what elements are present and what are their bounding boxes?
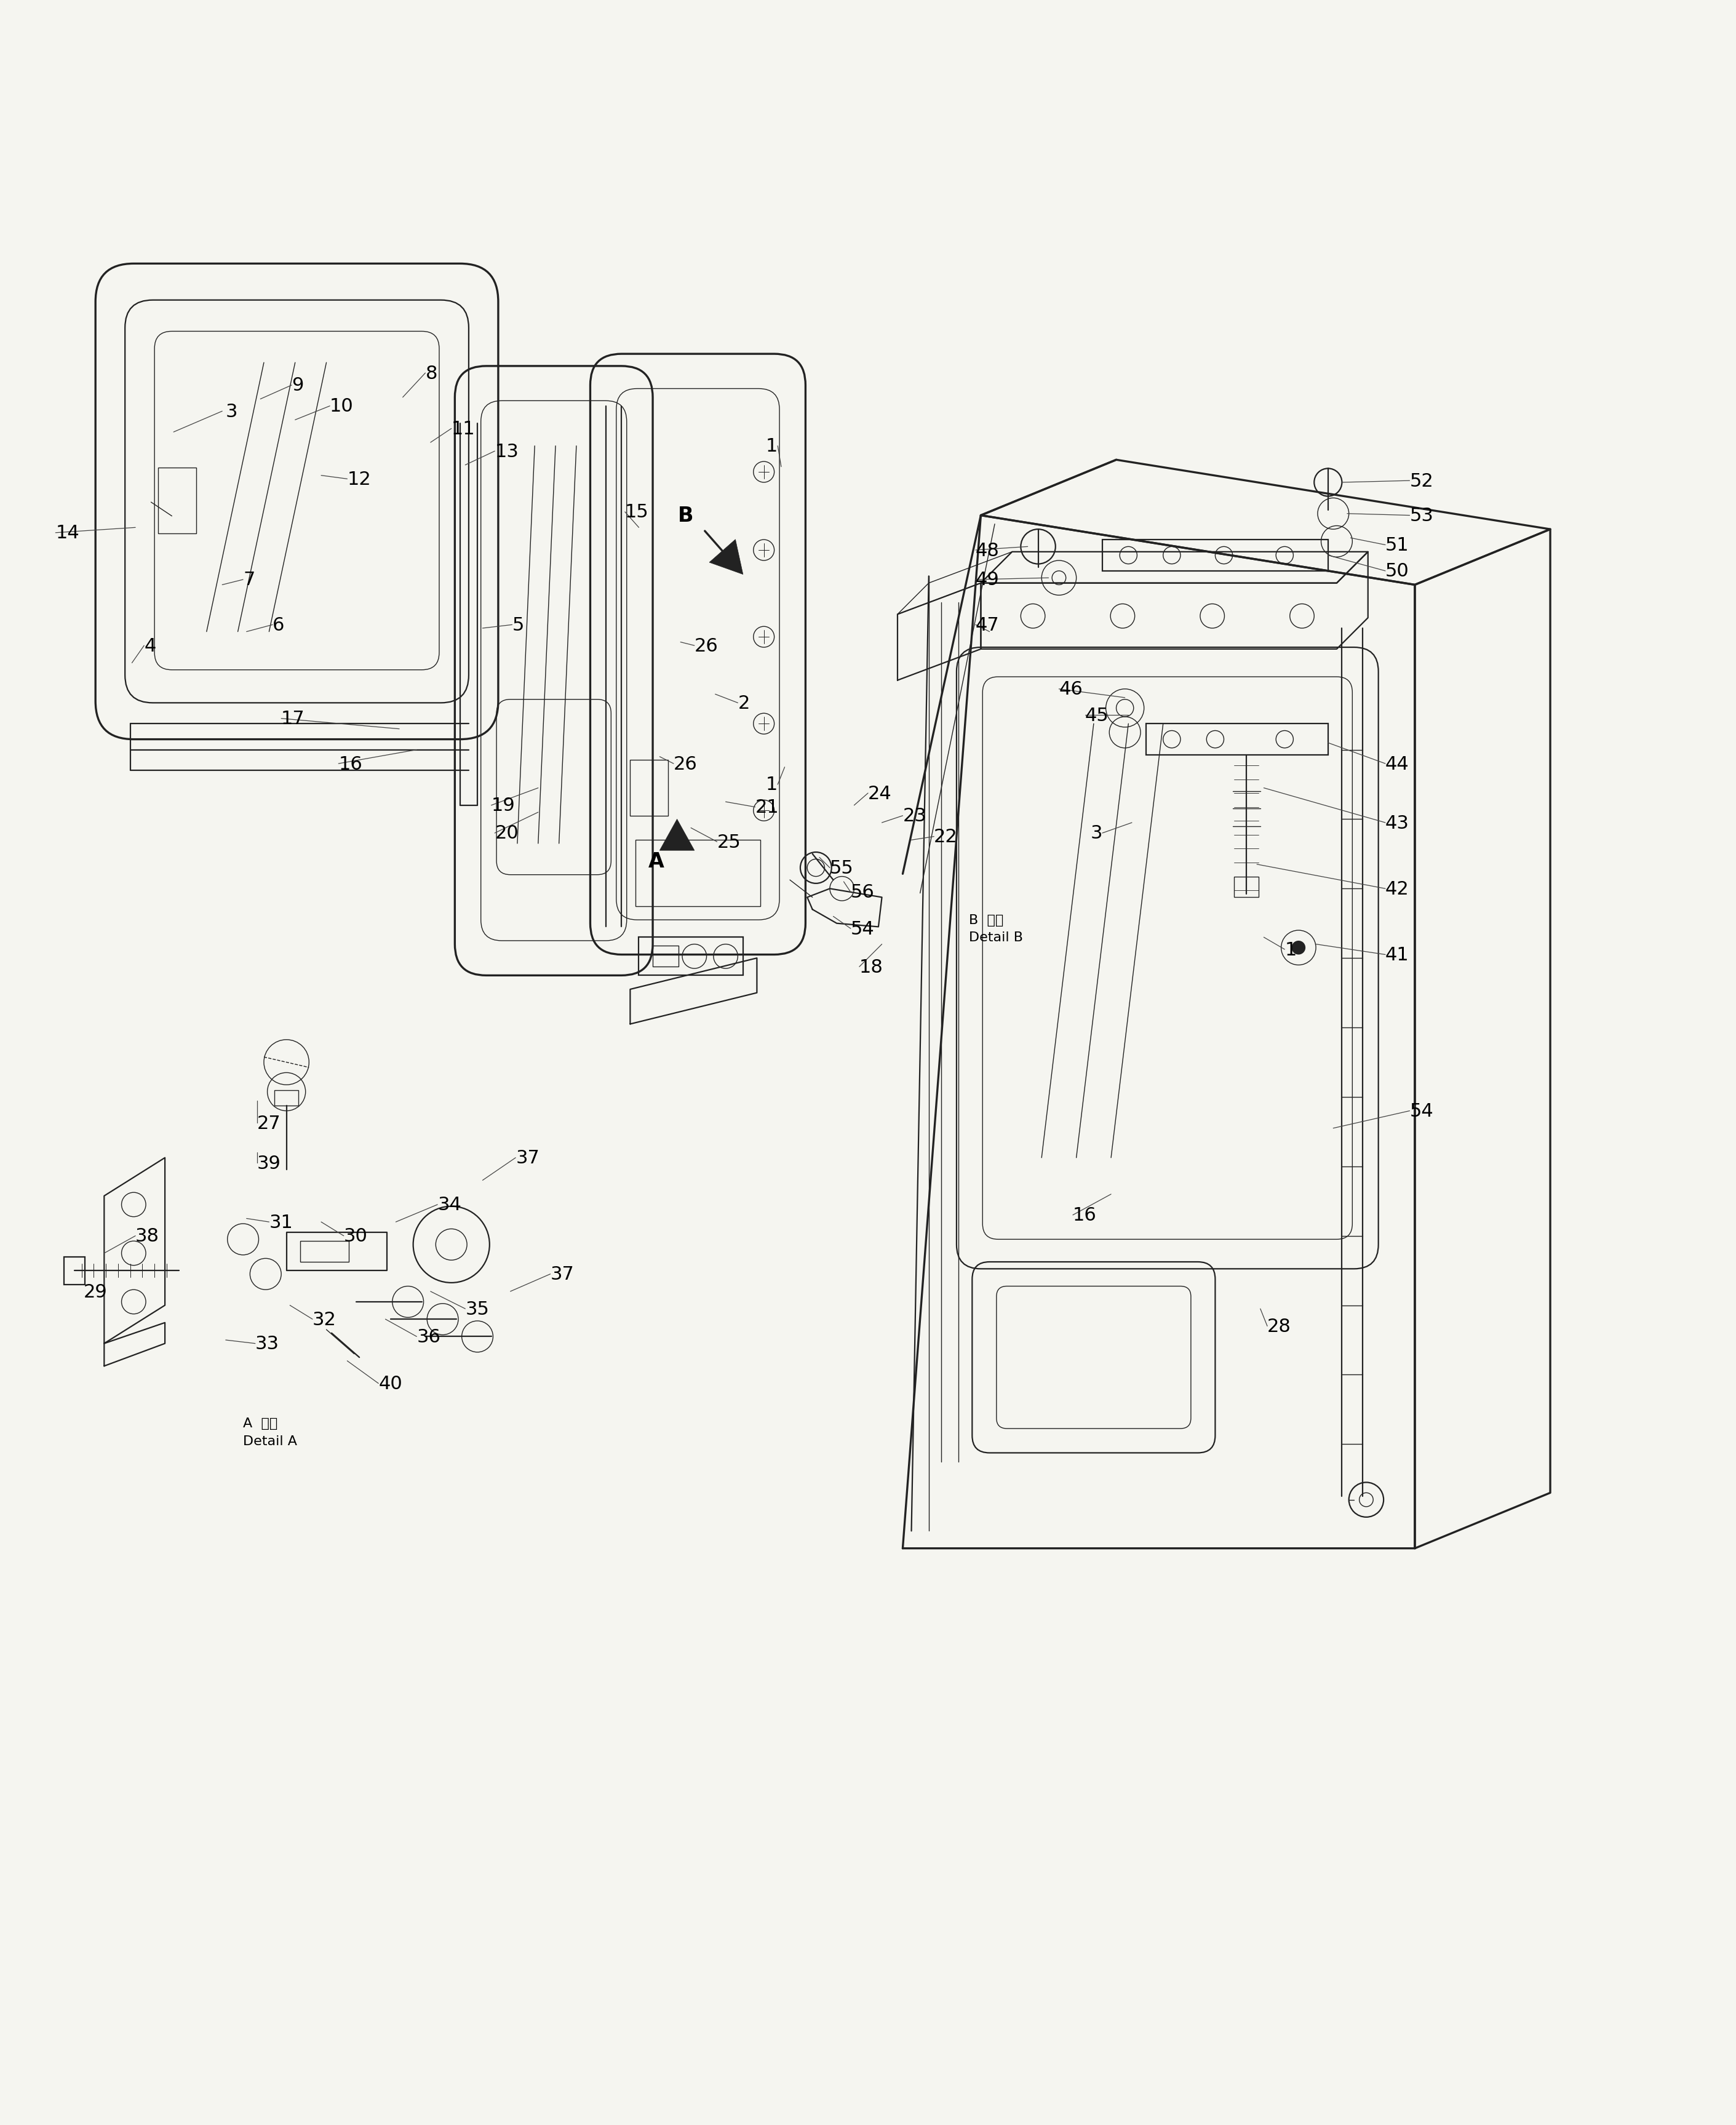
Circle shape — [1292, 941, 1305, 954]
Text: 56: 56 — [851, 884, 875, 901]
Text: 38: 38 — [135, 1226, 160, 1245]
Text: 33: 33 — [255, 1334, 279, 1354]
Text: 8: 8 — [425, 365, 437, 382]
Text: 28: 28 — [1267, 1318, 1292, 1334]
Text: 46: 46 — [1059, 680, 1083, 699]
Text: 3: 3 — [226, 404, 238, 421]
Text: 53: 53 — [1410, 508, 1434, 525]
Text: 3: 3 — [1090, 824, 1102, 842]
Bar — [1102, 540, 1328, 572]
Text: B  詳細: B 詳細 — [969, 914, 1003, 926]
Text: 14: 14 — [56, 525, 80, 542]
Bar — [639, 937, 743, 975]
Text: 51: 51 — [1385, 536, 1410, 555]
Text: 19: 19 — [491, 797, 516, 814]
Bar — [274, 1090, 299, 1105]
Text: 54: 54 — [1410, 1103, 1434, 1120]
Bar — [630, 761, 668, 816]
Text: 25: 25 — [717, 833, 741, 850]
Text: 24: 24 — [868, 784, 892, 803]
Text: 21: 21 — [755, 799, 779, 816]
Text: 12: 12 — [347, 470, 372, 489]
Text: 15: 15 — [625, 504, 649, 521]
Text: 30: 30 — [344, 1226, 368, 1245]
Text: 44: 44 — [1385, 754, 1410, 773]
Text: 11: 11 — [451, 421, 476, 438]
Text: 27: 27 — [257, 1114, 281, 1133]
Text: 48: 48 — [976, 542, 1000, 559]
Bar — [653, 946, 679, 967]
Text: 16: 16 — [339, 754, 363, 773]
Text: 7: 7 — [243, 572, 255, 589]
Text: Detail B: Detail B — [969, 931, 1023, 944]
Text: 22: 22 — [934, 829, 958, 846]
Text: 9: 9 — [292, 376, 304, 395]
Text: 2: 2 — [738, 695, 750, 712]
Bar — [1234, 878, 1259, 897]
Polygon shape — [660, 820, 694, 850]
Text: 20: 20 — [495, 824, 519, 842]
Text: 18: 18 — [859, 958, 884, 975]
Text: A  詳細: A 詳細 — [243, 1417, 278, 1430]
Text: 26: 26 — [674, 754, 698, 773]
Text: 54: 54 — [851, 920, 875, 937]
Bar — [300, 1241, 349, 1262]
Bar — [158, 467, 196, 533]
Bar — [1146, 725, 1328, 754]
Text: 50: 50 — [1385, 563, 1410, 580]
Text: 40: 40 — [378, 1375, 403, 1392]
Text: 10: 10 — [330, 397, 354, 414]
Text: 1: 1 — [1285, 941, 1297, 958]
Text: 1: 1 — [766, 438, 778, 455]
Text: 23: 23 — [903, 807, 927, 824]
Text: 52: 52 — [1410, 472, 1434, 491]
Text: 43: 43 — [1385, 814, 1410, 831]
Text: 55: 55 — [830, 858, 854, 878]
Text: 16: 16 — [1073, 1207, 1097, 1224]
Text: 29: 29 — [83, 1283, 108, 1300]
Bar — [635, 839, 760, 905]
Text: 35: 35 — [465, 1300, 490, 1318]
Text: 13: 13 — [495, 442, 519, 461]
Text: B: B — [677, 506, 694, 525]
Bar — [64, 1256, 85, 1286]
Text: 6: 6 — [273, 616, 285, 633]
Text: Detail A: Detail A — [243, 1434, 297, 1447]
Text: 47: 47 — [976, 616, 1000, 633]
Text: 31: 31 — [269, 1213, 293, 1230]
Text: 49: 49 — [976, 572, 1000, 589]
Text: 17: 17 — [281, 710, 306, 727]
Text: 41: 41 — [1385, 946, 1410, 965]
Text: A: A — [648, 850, 665, 871]
Text: 39: 39 — [257, 1154, 281, 1173]
Text: 1: 1 — [766, 776, 778, 795]
Text: 26: 26 — [694, 638, 719, 654]
Polygon shape — [710, 540, 743, 574]
Text: 4: 4 — [144, 638, 156, 654]
Text: 34: 34 — [437, 1196, 462, 1213]
Text: 5: 5 — [512, 616, 524, 633]
Text: 45: 45 — [1085, 706, 1109, 725]
Text: 37: 37 — [516, 1150, 540, 1167]
Text: 42: 42 — [1385, 880, 1410, 899]
Text: 36: 36 — [417, 1328, 441, 1345]
Text: 37: 37 — [550, 1264, 575, 1284]
Text: 32: 32 — [312, 1311, 337, 1328]
